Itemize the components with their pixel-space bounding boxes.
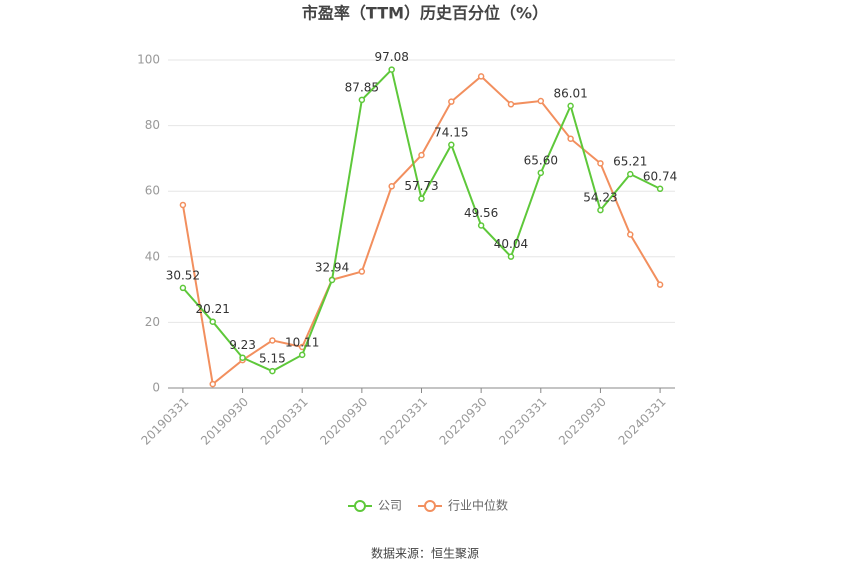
point (537, 169, 545, 177)
point (627, 231, 634, 238)
data-label: 74.15 (434, 125, 468, 139)
data-label: 10.11 (285, 335, 319, 349)
point (567, 135, 574, 142)
legend-label: 公司 (378, 499, 402, 513)
point (507, 101, 515, 108)
y-tick-label: 80 (145, 118, 160, 132)
data-label: 86.01 (553, 86, 587, 100)
x-tick-label: 20190331 (138, 395, 191, 448)
point (209, 318, 216, 325)
point (477, 73, 485, 80)
data-label: 60.74 (643, 169, 677, 183)
data-label: 9.23 (229, 338, 256, 352)
point (209, 380, 216, 388)
data-label: 32.94 (315, 260, 349, 274)
point (448, 141, 455, 149)
point (656, 281, 664, 288)
point (597, 206, 604, 214)
data-label: 40.04 (494, 237, 528, 251)
data-label: 57.73 (404, 179, 438, 193)
x-tick-label: 20200930 (317, 395, 370, 448)
point (179, 284, 187, 292)
legend-label: 行业中位数 (448, 498, 508, 513)
x-tick-label: 20230331 (496, 395, 549, 448)
y-tick-label: 60 (145, 184, 160, 198)
point (269, 337, 276, 344)
y-tick-label: 20 (145, 315, 160, 329)
data-label: 5.15 (259, 352, 286, 366)
point (418, 151, 425, 159)
point (627, 170, 634, 178)
data-label: 54.23 (583, 191, 617, 205)
point (537, 97, 545, 105)
point (358, 268, 366, 275)
data-label: 49.56 (464, 206, 498, 220)
y-tick-label: 0 (152, 381, 160, 395)
point (298, 351, 306, 359)
source: 数据来源：恒生聚源 (371, 546, 479, 561)
point (448, 98, 455, 105)
point (388, 66, 395, 73)
point (358, 96, 366, 104)
x-tick-label: 20220331 (377, 395, 430, 448)
legend-marker (424, 500, 436, 512)
x-tick-label: 20240331 (616, 395, 669, 448)
point (507, 253, 515, 260)
data-label: 65.60 (524, 153, 558, 167)
point (239, 354, 246, 361)
y-tick-label: 40 (145, 249, 160, 263)
data-label: 65.21 (613, 155, 647, 169)
data-label: 97.08 (374, 50, 408, 64)
point (179, 201, 187, 209)
chart-title: 市盈率（TTM）历史百分位（%） (302, 4, 548, 23)
point (477, 222, 485, 229)
x-tick-label: 20200331 (258, 395, 311, 448)
point (597, 160, 604, 167)
y-tick-label: 100 (137, 53, 160, 67)
point (418, 195, 425, 202)
x-tick-label: 20190930 (198, 395, 251, 448)
legend-marker (354, 500, 366, 512)
point (328, 276, 336, 284)
point (567, 102, 574, 110)
data-label: 87.85 (345, 80, 379, 94)
data-label: 20.21 (196, 302, 230, 316)
point (269, 367, 276, 375)
series-line (182, 67, 661, 373)
point (656, 185, 664, 193)
x-tick-label: 20220930 (437, 395, 490, 448)
x-tick-label: 20230930 (556, 395, 609, 448)
data-label: 30.52 (166, 268, 200, 282)
point (388, 183, 395, 190)
